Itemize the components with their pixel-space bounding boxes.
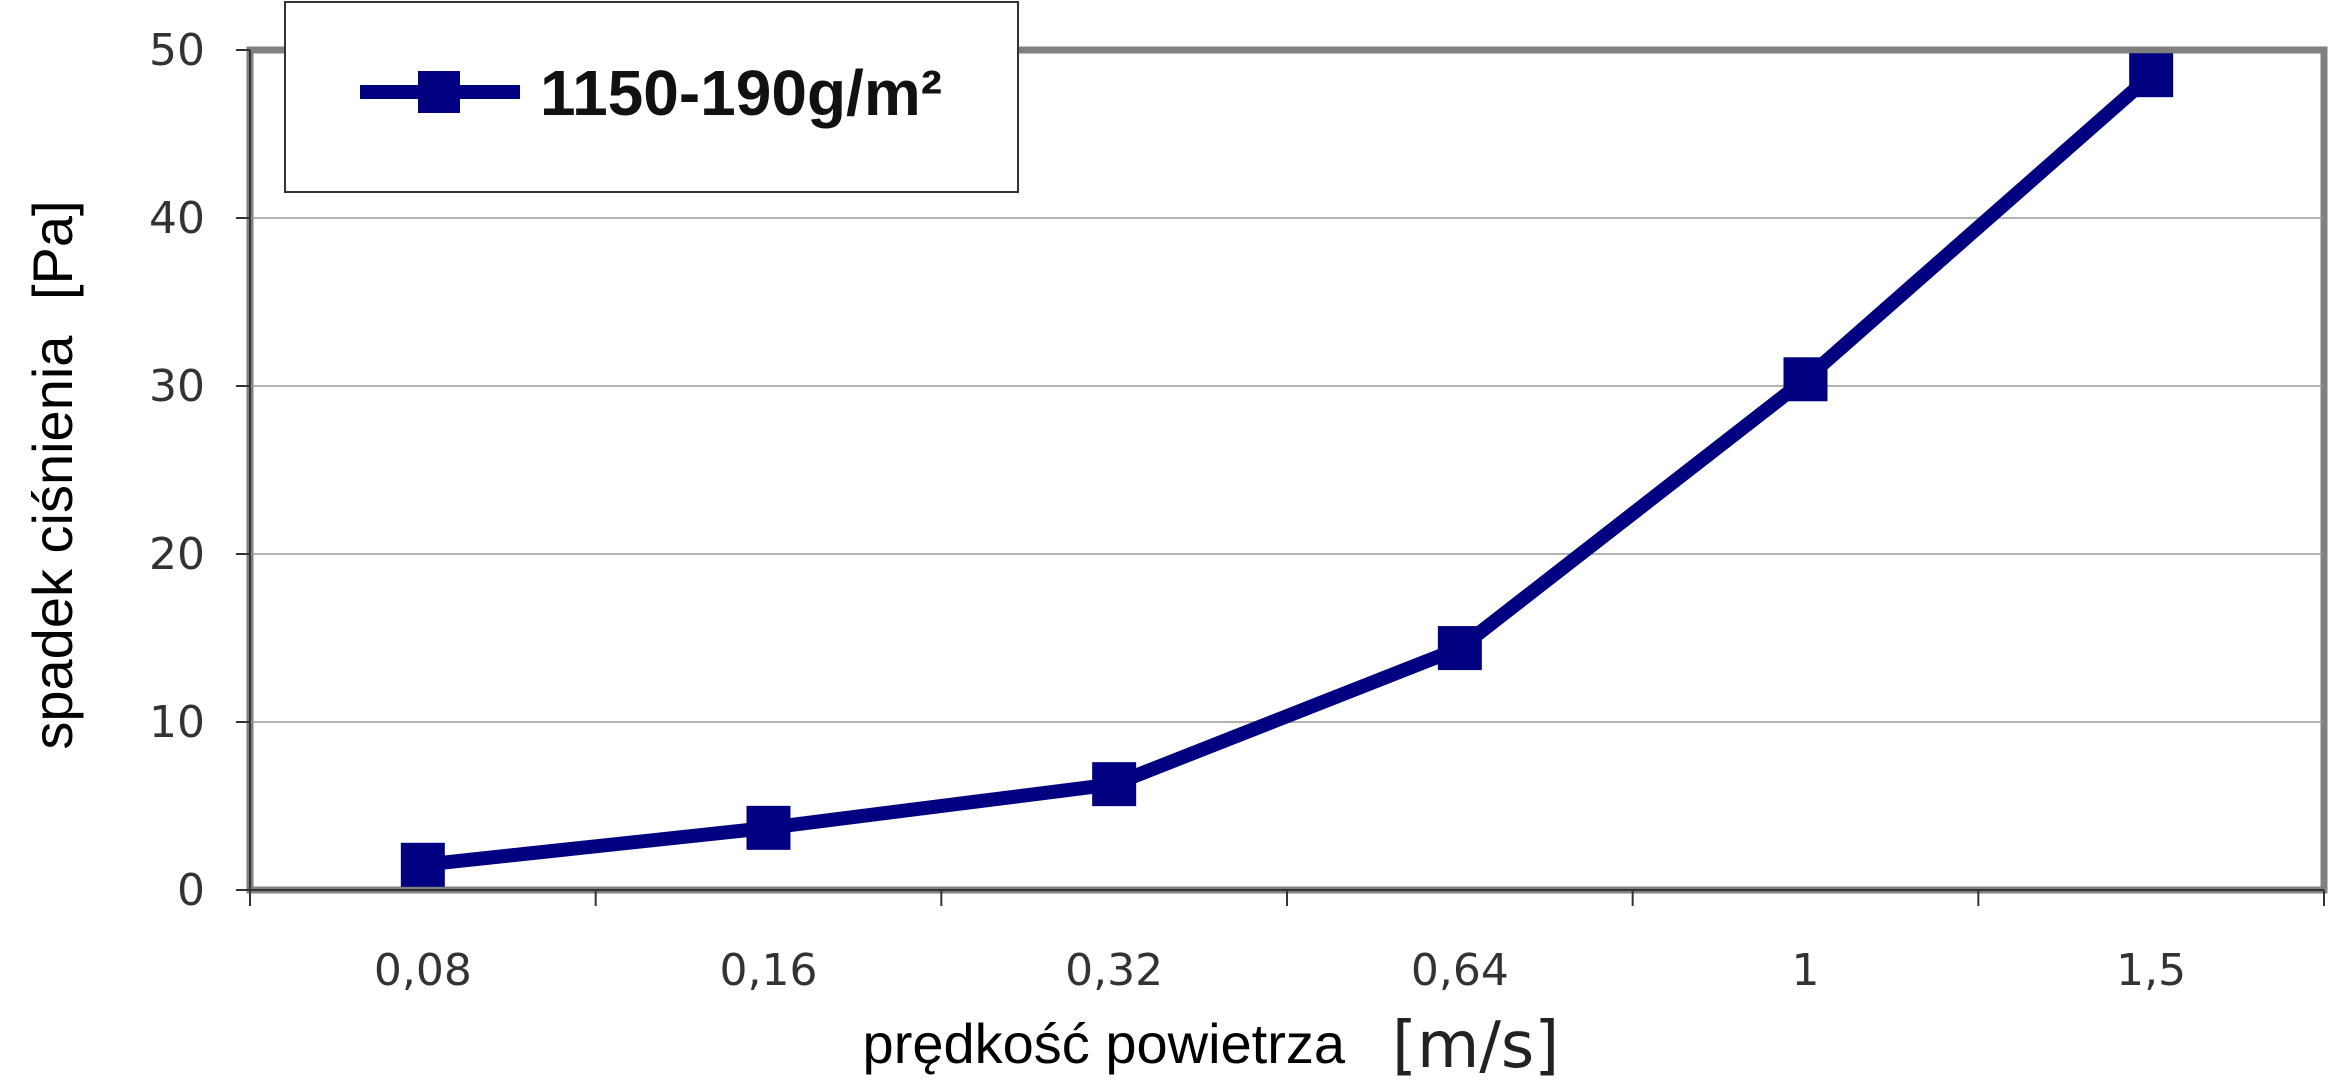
y-axis-label: spadek ciśnienia — [21, 335, 84, 750]
y-axis-unit: [Pa] — [21, 200, 84, 300]
y-axis: 0 10 20 30 40 50 — [149, 25, 251, 916]
x-axis-title: prędkość powietrza [m/s] — [863, 1009, 1560, 1083]
x-tick-label: 0,16 — [720, 945, 818, 996]
x-tick-label: 1,5 — [2116, 945, 2186, 996]
x-tick-label: 1 — [1792, 945, 1820, 996]
x-tick-label: 0,32 — [1065, 945, 1163, 996]
legend-marker — [418, 71, 460, 113]
data-point-marker — [400, 842, 445, 887]
x-axis-label: prędkość powietrza — [863, 1012, 1346, 1075]
data-point-marker — [1783, 357, 1828, 402]
x-axis-unit: [m/s] — [1392, 1009, 1559, 1083]
y-tick-label: 0 — [177, 865, 205, 916]
y-tick-label: 50 — [149, 25, 205, 76]
data-point-marker — [746, 805, 791, 850]
data-point-marker — [2129, 53, 2174, 98]
data-point-marker — [1437, 626, 1482, 671]
x-tick-label: 0,08 — [374, 945, 472, 996]
data-point-marker — [1092, 762, 1137, 807]
y-tick-label: 10 — [149, 697, 205, 748]
y-tick-label: 30 — [149, 361, 205, 412]
series-line — [422, 69, 2156, 872]
y-tick-label: 40 — [149, 193, 205, 244]
svg-text:spadek ciśnienia [Pa]: spadek ciśnienia [Pa] — [21, 200, 84, 749]
legend-label: 1150-190g/m² — [540, 57, 942, 129]
x-tick-label: 0,64 — [1411, 945, 1509, 996]
y-axis-title: spadek ciśnienia [Pa] — [21, 200, 84, 749]
x-axis: 0,08 0,16 0,32 0,64 1 1,5 — [249, 889, 2325, 996]
legend: 1150-190g/m² — [284, 1, 1019, 193]
y-tick-label: 20 — [149, 529, 205, 580]
series-group — [400, 53, 2174, 887]
